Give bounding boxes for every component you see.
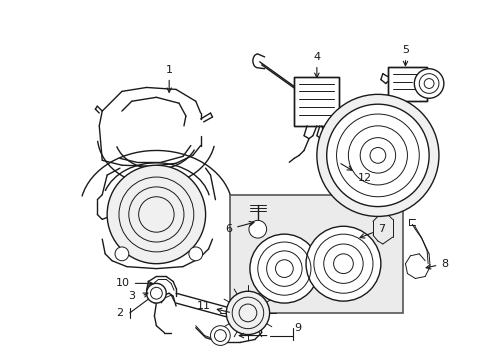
Text: 8: 8 (425, 259, 447, 269)
Text: 1: 1 (165, 65, 172, 92)
Circle shape (226, 291, 269, 334)
Text: 12: 12 (340, 164, 371, 183)
Text: 2: 2 (116, 308, 123, 318)
Circle shape (115, 247, 128, 261)
Circle shape (210, 326, 230, 345)
Text: 4: 4 (313, 52, 320, 77)
Circle shape (316, 94, 438, 216)
Circle shape (326, 104, 428, 207)
Circle shape (107, 165, 205, 264)
Text: 6: 6 (225, 221, 253, 234)
Polygon shape (387, 67, 426, 101)
Text: 9: 9 (294, 323, 301, 333)
Polygon shape (294, 77, 338, 126)
Circle shape (146, 283, 166, 303)
Text: 7: 7 (359, 224, 384, 238)
Polygon shape (318, 148, 343, 162)
Circle shape (413, 69, 443, 98)
Text: 11: 11 (196, 301, 229, 312)
Text: 3: 3 (128, 291, 135, 301)
Circle shape (248, 220, 266, 238)
Circle shape (305, 226, 380, 301)
Circle shape (249, 234, 318, 303)
Circle shape (188, 247, 202, 261)
Text: 5: 5 (401, 45, 408, 66)
Text: 10: 10 (116, 278, 152, 288)
FancyBboxPatch shape (230, 195, 402, 313)
